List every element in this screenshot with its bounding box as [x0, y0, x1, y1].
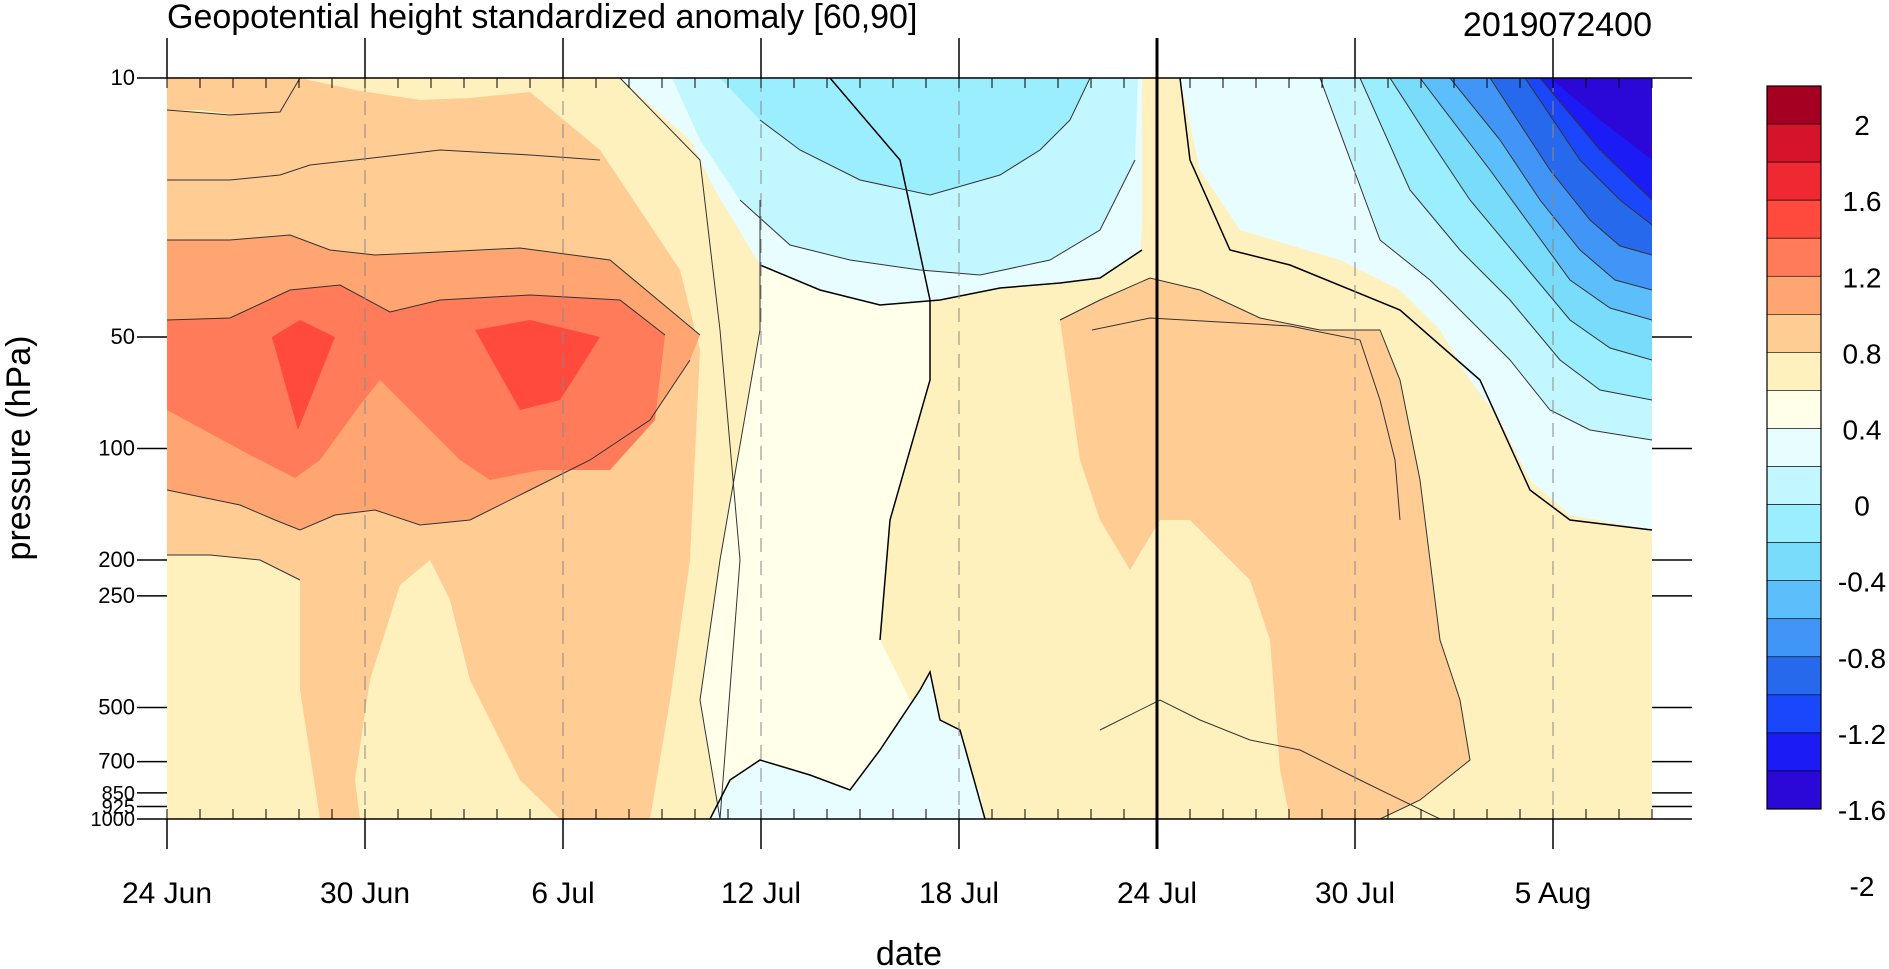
colorbar-swatch	[1766, 199, 1822, 239]
y-tick-label: 700	[98, 749, 135, 774]
colorbar-label: -0.4	[1838, 567, 1886, 598]
colorbar-swatch	[1766, 466, 1822, 505]
colorbar-swatch	[1766, 352, 1822, 391]
y-tick-label: 250	[98, 583, 135, 608]
x-axis: 24 Jun 30 Jun 6 Jul 12 Jul 18 Jul 24 Jul 30 Ju…	[122, 38, 1653, 910]
colorbar-label: 0.4	[1843, 414, 1882, 445]
colorbar-swatch	[1766, 656, 1822, 696]
y-tick-label: 1000	[91, 809, 136, 831]
date-gridlines	[364, 78, 1554, 819]
colorbar-swatch	[1766, 314, 1822, 353]
colorbar-swatch	[1766, 618, 1822, 658]
y-tick-label: 850	[102, 783, 135, 805]
warm-region-1.4	[272, 320, 600, 430]
cool-region-bottom	[710, 672, 985, 819]
contour-lines	[167, 78, 1652, 819]
x-axis-label: date	[876, 935, 942, 969]
colorbar-label: 1.2	[1843, 262, 1882, 293]
colorbar-label: -1.6	[1838, 795, 1886, 826]
x-tick-label: 18 Jul	[919, 877, 999, 910]
colorbar: 2 1.6 1.2 0.8 0.4 0 -0.4 -0.8 -1.2 -1.6 -2	[1766, 85, 1886, 902]
warm-region-right-0.8	[1092, 318, 1400, 530]
x-tick-label: 30 Jun	[320, 877, 410, 910]
colorbar-label: 2	[1854, 110, 1870, 141]
colorbar-swatch	[1766, 123, 1822, 163]
colorbar-swatch	[1766, 390, 1822, 429]
colorbar-swatch	[1766, 428, 1822, 467]
x-tick-label: 24 Jul	[1117, 877, 1197, 910]
cold-region-2.2	[1550, 78, 1652, 160]
plot-frame	[167, 77, 1652, 820]
colorbar-swatch	[1766, 542, 1822, 581]
chart-title: Geopotential height standardized anomaly…	[167, 0, 917, 36]
colorbar-label: 1.6	[1843, 186, 1882, 217]
colorbar-frame	[1766, 85, 1822, 810]
colorbar-label: -1.2	[1838, 719, 1886, 750]
colorbar-swatch	[1766, 504, 1822, 543]
colorbar-label: -0.8	[1838, 643, 1886, 674]
colorbar-swatch	[1766, 694, 1822, 734]
x-tick-label: 12 Jul	[721, 877, 801, 910]
colorbar-swatch	[1766, 237, 1822, 277]
cool-region-0.6	[720, 78, 1090, 195]
y-tick-label: 925	[102, 796, 135, 818]
contour-field	[167, 78, 1652, 819]
colorbar-swatch	[1766, 275, 1822, 315]
colorbar-swatch	[1766, 580, 1822, 620]
colorbar-swatch	[1766, 770, 1822, 810]
x-tick-label: 24 Jun	[122, 877, 212, 910]
x-tick-label: 30 Jul	[1315, 877, 1395, 910]
y-tick-label: 50	[111, 324, 135, 349]
chart-date-stamp: 2019072400	[1463, 6, 1652, 44]
colorbar-label: 0.8	[1843, 338, 1882, 369]
y-axis-label: pressure (hPa)	[0, 336, 38, 561]
colorbar-swatch	[1766, 85, 1822, 125]
colorbar-label: 0	[1854, 491, 1870, 522]
x-tick-label: 6 Jul	[531, 877, 594, 910]
x-tick-label: 5 Aug	[1515, 877, 1592, 910]
colorbar-swatch	[1766, 161, 1822, 201]
y-tick-label: 10	[111, 65, 135, 90]
y-tick-label: 200	[98, 547, 135, 572]
colorbar-label: -2	[1850, 871, 1875, 902]
colorbar-swatch	[1766, 732, 1822, 772]
y-tick-label: 500	[98, 694, 135, 719]
y-tick-label: 100	[98, 436, 135, 461]
